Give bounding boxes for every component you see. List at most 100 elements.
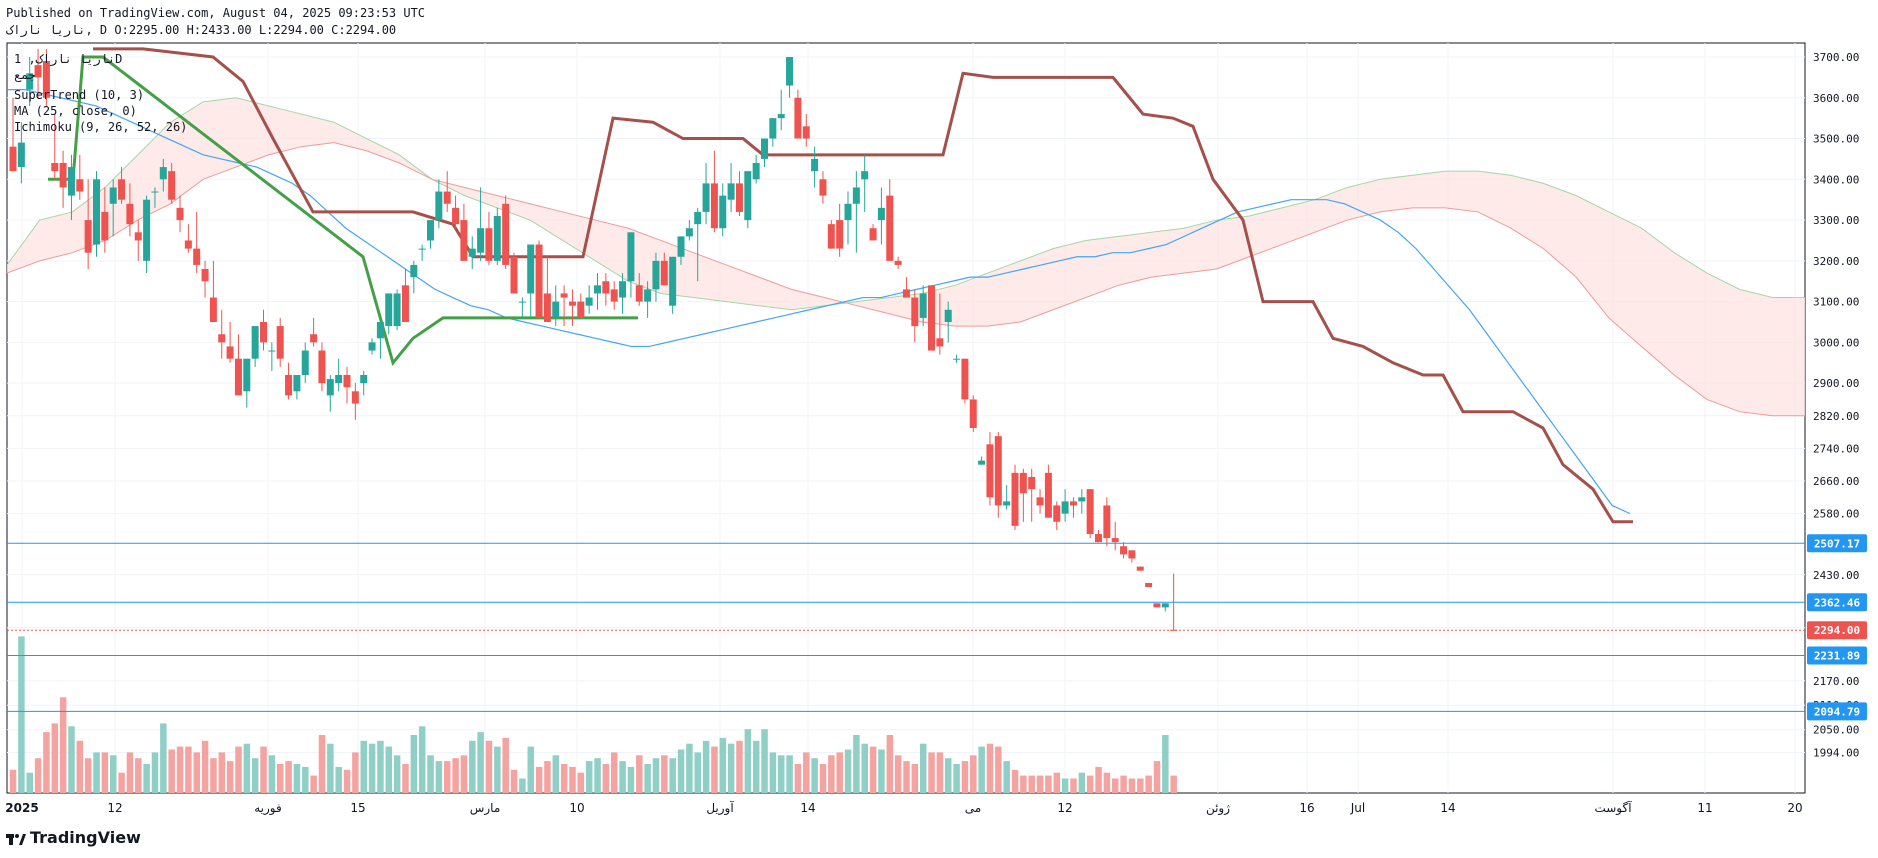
y-tick-label: 2580.00	[1813, 508, 1859, 521]
candle-body	[34, 65, 42, 78]
volume-bar	[1103, 772, 1111, 793]
candle-body	[17, 142, 25, 168]
volume-bar	[1045, 775, 1052, 793]
volume-bar	[485, 740, 493, 793]
candle-body	[260, 322, 267, 343]
ohlc-line: ناریا ناراک, D O:2295.00 H:2433.00 L:229…	[6, 23, 397, 37]
volume-bar	[393, 755, 401, 793]
volume-bar	[786, 755, 793, 793]
volume-bar	[143, 764, 150, 793]
candle-body	[619, 281, 627, 298]
candle-body	[786, 57, 794, 86]
candle-body	[285, 375, 293, 396]
candle-body	[1053, 505, 1061, 522]
volume-bar	[744, 729, 752, 793]
candle-body	[819, 179, 827, 196]
volume-bar	[410, 735, 418, 793]
candle-body	[276, 326, 284, 359]
x-tick-label: 10	[569, 801, 584, 815]
candle-body	[1136, 566, 1144, 571]
x-tick-label: 14	[1440, 801, 1455, 815]
x-tick-label: 20	[1787, 801, 1802, 815]
candle-body	[802, 126, 810, 139]
candle-body	[84, 220, 92, 253]
candle-body	[627, 232, 635, 282]
candle-body	[226, 346, 234, 359]
volume-bar	[719, 737, 727, 793]
candle-body	[118, 179, 126, 200]
y-tick-label: 3200.00	[1813, 255, 1859, 268]
volume-bar	[978, 746, 985, 793]
x-tick-label: 14	[800, 801, 815, 815]
volume-bar	[602, 764, 610, 793]
volume-bar	[761, 729, 768, 793]
y-tick-label: 3000.00	[1813, 336, 1859, 349]
volume-bar	[970, 755, 977, 793]
candle-body	[1103, 505, 1111, 539]
volume-bar	[936, 752, 944, 793]
volume-bar	[1145, 775, 1152, 793]
volume-bar	[126, 752, 134, 793]
y-tick-label: 3500.00	[1813, 133, 1859, 146]
volume-bar	[953, 764, 960, 793]
candle-body	[518, 301, 526, 303]
y-tick-label: 2050.00	[1813, 724, 1859, 737]
candle-body	[510, 256, 518, 294]
volume-bar	[51, 723, 59, 793]
volume-bar	[201, 740, 209, 793]
volume-bar	[218, 752, 226, 793]
candle-body	[301, 350, 309, 375]
hline-label-bg	[1807, 593, 1867, 612]
volume-bars	[9, 636, 1177, 793]
candle-body	[761, 138, 768, 159]
volume-bar	[101, 752, 109, 793]
volume-bar	[502, 737, 509, 793]
candle-body	[51, 163, 59, 172]
candle-body	[109, 187, 117, 204]
candle-body	[502, 203, 510, 265]
volume-bar	[686, 743, 693, 793]
legend-market: جمع	[14, 68, 36, 82]
volume-bar	[110, 755, 117, 793]
candle-body	[560, 293, 568, 298]
volume-bar	[118, 772, 125, 793]
candle-body	[961, 358, 969, 400]
candle-body	[251, 326, 259, 359]
x-tick-label: 11	[1697, 801, 1712, 815]
volume-bar	[1053, 772, 1061, 793]
candle-body	[193, 248, 201, 265]
volume-bar	[544, 761, 551, 793]
candle-body	[660, 260, 668, 286]
candle-body	[877, 207, 885, 221]
candle-body	[351, 391, 359, 404]
candle-body	[702, 183, 710, 212]
candle-body	[602, 281, 610, 294]
hline-label: 2362.46	[1814, 596, 1861, 609]
y-tick-label: 3400.00	[1813, 173, 1859, 186]
volume-bar	[251, 758, 259, 793]
volume-bar	[560, 764, 568, 793]
candle-body	[493, 216, 501, 261]
candle-body	[410, 264, 418, 278]
tradingview-logo[interactable]: TradingView	[6, 828, 141, 847]
volume-bar	[677, 749, 685, 793]
volume-bar	[828, 755, 835, 793]
candle-body	[1095, 534, 1102, 543]
volume-bar	[84, 758, 92, 793]
candle-body	[585, 297, 593, 306]
x-tick-label: 12	[1057, 801, 1072, 815]
volume-bar	[995, 746, 1002, 793]
volume-bar	[711, 746, 718, 793]
volume-bar	[469, 740, 476, 793]
volume-bar	[1137, 778, 1144, 793]
volume-bar	[402, 764, 409, 793]
x-tick-label: آوریل	[706, 800, 734, 816]
volume-bar	[928, 752, 935, 793]
volume-bar	[368, 743, 376, 793]
candle-body	[685, 228, 693, 237]
candle-body	[1086, 489, 1094, 534]
volume-bar	[1095, 766, 1102, 793]
ma-line	[7, 89, 1631, 515]
volume-bar	[1028, 775, 1035, 793]
